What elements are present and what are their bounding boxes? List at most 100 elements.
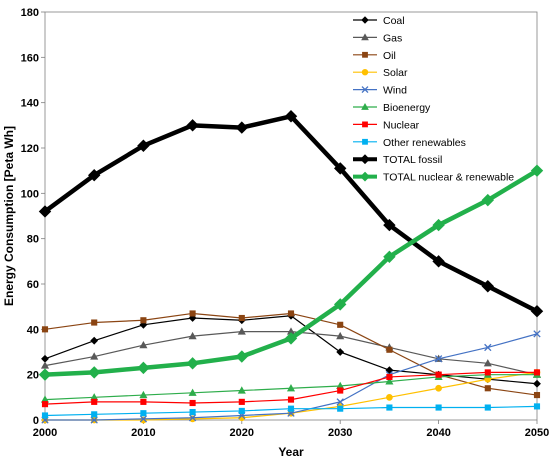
data-point — [286, 384, 296, 392]
legend-item: TOTAL fossil — [353, 154, 442, 166]
data-point — [38, 368, 52, 381]
data-point — [287, 310, 295, 317]
data-point — [284, 110, 298, 123]
plot-frame — [44, 11, 538, 421]
legend-label: Wind — [383, 85, 407, 97]
data-point — [189, 399, 196, 407]
data-point — [140, 398, 147, 405]
legend-label: Gas — [383, 32, 402, 44]
legend-swatch-marker — [361, 16, 369, 24]
y-tick-label: 160 — [21, 52, 39, 64]
legend-swatch-marker — [361, 69, 369, 76]
data-point — [91, 398, 98, 405]
legend-label: Other renewables — [383, 137, 466, 149]
series-other-renewables — [41, 403, 541, 419]
data-point — [530, 164, 544, 177]
x-tick-label: 2010 — [131, 427, 155, 439]
legend-label: TOTAL fossil — [383, 154, 442, 166]
y-tick-label: 0 — [33, 415, 39, 427]
y-tick-label: 180 — [21, 7, 39, 19]
data-point — [336, 398, 344, 406]
data-point — [530, 304, 544, 318]
data-point — [87, 168, 101, 182]
data-point — [287, 405, 295, 412]
legend-swatch-marker — [362, 51, 368, 58]
legend-swatch-marker — [360, 171, 370, 182]
series-line — [44, 312, 538, 396]
data-point — [386, 346, 393, 353]
data-point — [432, 218, 445, 232]
legend-label: Coal — [383, 15, 405, 27]
legend-item: Other renewables — [353, 137, 466, 149]
data-point — [186, 119, 199, 132]
data-point — [385, 377, 394, 385]
data-point — [140, 410, 147, 417]
data-point — [188, 414, 197, 422]
data-point — [333, 162, 347, 175]
legend: Coal Gas Oil Solar Wind Bioenergy Nuclear Other… — [353, 15, 514, 184]
series-total-nuclear-renewable — [38, 164, 544, 381]
legend-swatch-marker — [361, 33, 369, 41]
legend-item: Coal — [353, 15, 405, 27]
x-tick-label: 2020 — [230, 427, 254, 439]
data-point — [139, 390, 148, 399]
y-tick-label: 80 — [27, 234, 39, 246]
legend-swatch-marker — [362, 121, 368, 128]
legend-swatch-marker — [360, 154, 370, 165]
data-point — [483, 359, 492, 367]
data-point — [385, 366, 394, 375]
data-point — [235, 350, 249, 363]
legend-item: Solar — [353, 67, 408, 79]
y-tick-label: 120 — [21, 143, 39, 155]
plot-area — [44, 11, 538, 421]
data-point — [284, 332, 298, 345]
series-total-fossil — [38, 110, 544, 318]
data-point — [41, 354, 49, 363]
data-point — [41, 401, 49, 408]
data-point — [41, 326, 49, 333]
legend-swatch-marker — [362, 138, 368, 145]
data-point — [484, 343, 492, 352]
legend-label: Solar — [383, 67, 408, 79]
data-point — [435, 404, 442, 411]
series-nuclear — [41, 369, 541, 408]
data-point — [87, 366, 101, 379]
series-layer — [38, 110, 544, 424]
data-point — [386, 393, 393, 401]
data-point — [484, 404, 491, 411]
data-point — [386, 373, 393, 380]
y-axis-title: Energy Consumption [Peta Wh] — [2, 126, 16, 306]
data-point — [434, 355, 443, 363]
legend-label: Oil — [383, 50, 396, 62]
legend-item: Oil — [353, 50, 396, 62]
data-point — [238, 398, 245, 405]
data-point — [139, 340, 148, 349]
data-point — [533, 369, 541, 376]
data-point — [435, 384, 442, 392]
data-point — [91, 411, 98, 418]
data-point — [139, 415, 148, 423]
data-point — [238, 407, 245, 414]
data-point — [481, 280, 495, 293]
data-point — [188, 331, 197, 340]
data-point — [336, 331, 345, 340]
y-tick-label: 20 — [27, 370, 39, 382]
data-point — [237, 386, 246, 394]
data-point — [237, 327, 246, 335]
data-point — [383, 250, 396, 264]
x-tick-label: 2030 — [328, 427, 352, 439]
data-point — [333, 298, 347, 311]
data-point — [336, 348, 345, 356]
legend-label: Nuclear — [383, 119, 420, 131]
legend-item: TOTAL nuclear & renewable — [353, 172, 514, 184]
data-point — [188, 388, 197, 396]
x-tick-label: 2040 — [426, 427, 450, 439]
data-point — [41, 412, 49, 419]
data-point — [38, 205, 52, 218]
data-point — [137, 139, 150, 152]
legend-item: Gas — [353, 32, 402, 44]
data-point — [137, 361, 150, 375]
data-point — [533, 379, 541, 388]
legend-label: TOTAL nuclear & renewable — [383, 172, 514, 184]
data-point — [435, 371, 442, 378]
